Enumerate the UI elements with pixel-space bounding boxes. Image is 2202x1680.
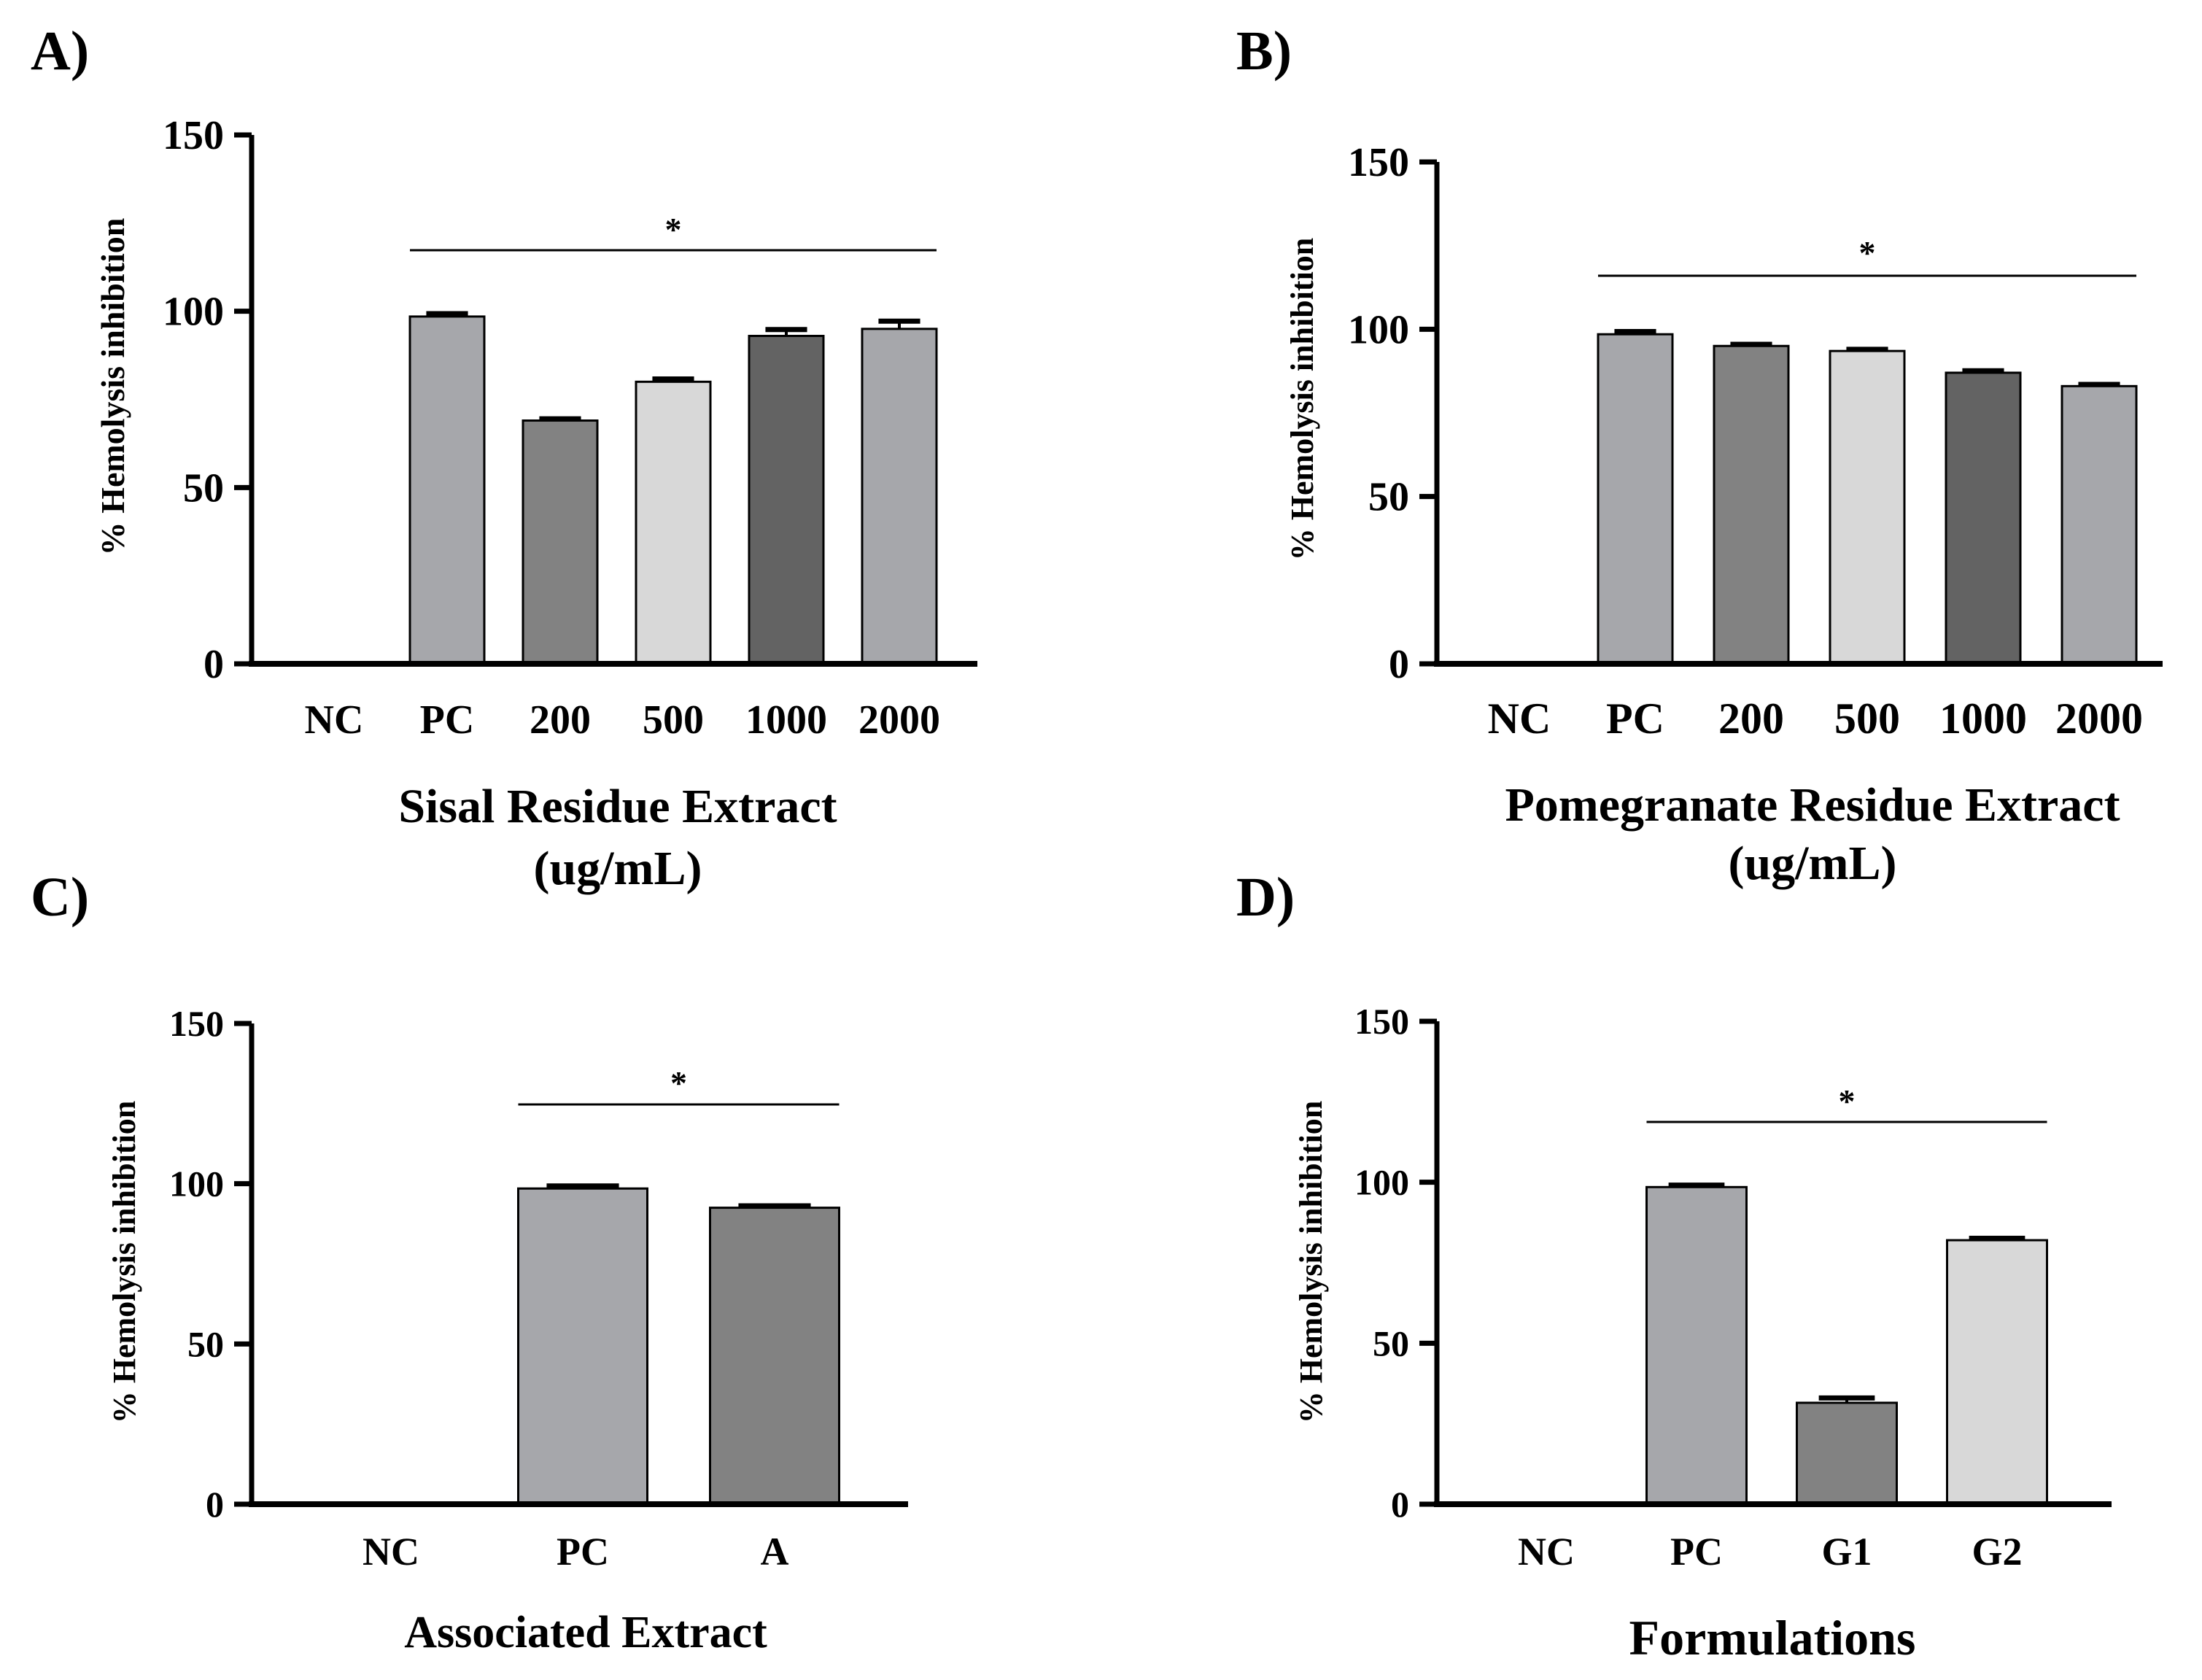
bar [861, 328, 938, 665]
y-axis-title: % Hemolysis inhibition [1293, 1101, 1329, 1424]
bar [635, 380, 712, 665]
x-tick-label: G2 [1972, 1530, 2022, 1573]
x-tick-label: 2000 [2055, 694, 2143, 743]
x-axis-title: (ug/mL) [534, 842, 702, 895]
x-tick-label: 2000 [858, 697, 940, 743]
x-axis-title: Sisal Residue Extract [398, 780, 837, 833]
y-tick-label: 0 [203, 642, 224, 687]
x-tick-label: PC [1670, 1530, 1723, 1573]
x-tick-label: G1 [1821, 1530, 1872, 1573]
y-tick-label: 0 [1391, 1484, 1409, 1525]
bar [1597, 333, 1674, 665]
x-axis-title: Formulations [1629, 1610, 1916, 1665]
bar [1645, 1185, 1748, 1506]
bar [748, 335, 825, 665]
x-tick-label: 1000 [745, 697, 827, 743]
bar [1945, 371, 2022, 665]
y-tick-label: 0 [206, 1484, 224, 1525]
y-tick-label: 50 [1373, 1323, 1409, 1363]
panel-label: B) [1236, 20, 1292, 82]
y-tick-label: 150 [163, 113, 224, 158]
chart-panel: D) % Hemolysis inhibition 0 50 100 150 NC PC G1 G… [1236, 867, 2112, 1665]
y-axis-title: % Hemolysis inhibition [106, 1101, 142, 1424]
panel-label: D) [1236, 867, 1295, 928]
y-tick-label: 150 [169, 1003, 224, 1044]
x-tick-label: 1000 [1939, 694, 2027, 743]
y-tick-label: 100 [1348, 307, 1409, 352]
bar [1713, 344, 1790, 665]
bar [522, 419, 599, 665]
y-tick-label: 0 [1389, 642, 1409, 687]
y-tick-label: 100 [163, 290, 224, 335]
x-axis-title: Associated Extract [404, 1608, 767, 1657]
x-tick-label: PC [557, 1530, 609, 1573]
x-tick-label: 200 [530, 697, 591, 743]
x-tick-label: NC [1488, 694, 1551, 743]
y-tick-label: 100 [169, 1164, 224, 1204]
x-tick-label: 200 [1718, 694, 1784, 743]
x-tick-label: 500 [1834, 694, 1900, 743]
y-axis-title: % Hemolysis inhibition [94, 218, 131, 556]
x-tick-label: A [761, 1530, 789, 1573]
chart-panel: B) % Hemolysis inhibition 0 50 100 150 NC PC 200… [1236, 20, 2163, 890]
chart-panel: A) % Hemolysis inhibition 0 50 100 150 NC PC 200… [31, 20, 977, 895]
significance-marker: * [1839, 1083, 1856, 1120]
x-tick-label: NC [363, 1530, 419, 1573]
x-tick-label: PC [1606, 694, 1664, 743]
bar [517, 1187, 648, 1506]
significance-marker: * [1859, 234, 1876, 271]
y-tick-label: 100 [1354, 1162, 1409, 1203]
bar [408, 315, 486, 665]
y-tick-label: 50 [187, 1323, 224, 1364]
panel-label: A) [31, 20, 89, 82]
y-tick-label: 150 [1348, 140, 1409, 185]
y-axis-title: % Hemolysis inhibition [1284, 238, 1320, 561]
bar [2061, 384, 2138, 665]
x-tick-label: NC [305, 697, 364, 743]
chart-panel: C) % Hemolysis inhibition 0 50 100 150 NC PC A * A… [31, 867, 908, 1657]
x-tick-label: 500 [643, 697, 704, 743]
y-tick-label: 150 [1354, 1001, 1409, 1042]
x-axis-title: (ug/mL) [1729, 837, 1897, 890]
y-tick-label: 50 [1368, 475, 1409, 520]
x-tick-label: PC [420, 697, 475, 743]
y-tick-label: 50 [183, 465, 224, 511]
bar [1796, 1401, 1898, 1506]
bar [1946, 1239, 2048, 1506]
x-axis-title: Pomegranate Residue Extract [1505, 778, 2120, 832]
significance-marker: * [665, 211, 682, 248]
bar [709, 1207, 840, 1506]
x-tick-label: NC [1518, 1530, 1575, 1573]
significance-marker: * [670, 1064, 687, 1102]
bar [1829, 349, 1906, 665]
panel-label: C) [31, 867, 89, 928]
